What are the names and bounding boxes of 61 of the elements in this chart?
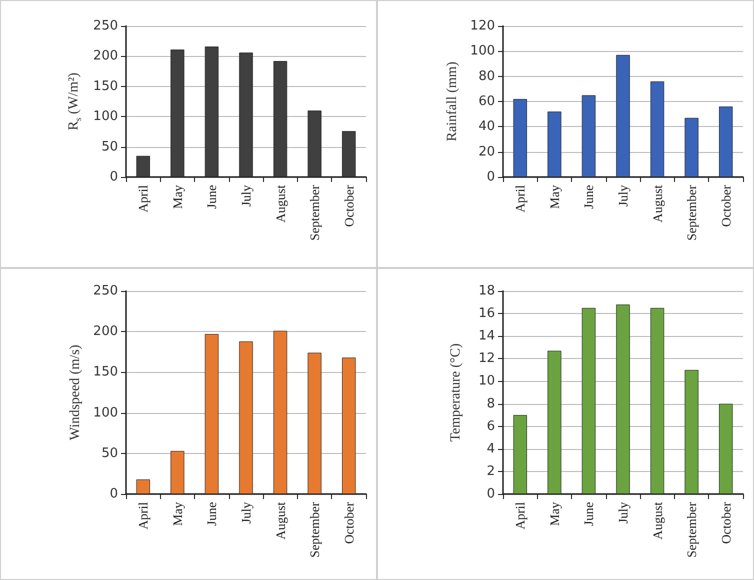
x-tick-label: April	[512, 184, 528, 212]
x-tick-label: July	[238, 502, 254, 524]
x-tick-label: July	[616, 502, 630, 524]
y-tick-label: 14	[478, 328, 495, 344]
y-tick-label: 6	[486, 418, 495, 434]
x-tick-label: September	[307, 184, 322, 241]
x-tick-label: October	[341, 184, 356, 227]
y-tick-label: 0	[486, 486, 495, 502]
y-tick-label: 0	[110, 486, 118, 502]
x-tick-label: September	[684, 501, 700, 558]
y-tick-label: 2	[486, 464, 495, 479]
x-tick-label: October	[718, 501, 734, 544]
y-axis-title: Temperature (°C)	[448, 343, 464, 442]
y-tick-label: 150	[93, 78, 118, 94]
y-axis-title: Rs (W/m²)	[66, 72, 83, 130]
y-tick-label: 40	[478, 119, 495, 134]
x-tick-label: October	[718, 184, 734, 227]
x-tick-label: May	[170, 184, 185, 209]
y-tick-label: 200	[93, 48, 118, 64]
x-tick-label: August	[272, 184, 288, 223]
y-tick-label: 80	[478, 68, 495, 84]
x-tick-label: September	[684, 184, 700, 241]
y-tick-label: 250	[93, 18, 118, 34]
y-tick-label: 8	[486, 396, 495, 412]
y-tick-label: 20	[478, 144, 495, 160]
x-tick-label: September	[307, 501, 322, 558]
y-tick-label: 100	[470, 44, 495, 59]
y-tick-label: 18	[478, 284, 495, 298]
y-tick-label: 150	[93, 364, 118, 380]
y-tick-label: 0	[486, 170, 495, 184]
x-tick-label: April	[136, 502, 151, 530]
y-tick-label: 16	[478, 306, 495, 322]
x-tick-label: June	[204, 502, 220, 526]
y-tick-label: 120	[470, 18, 495, 34]
y-tick-label: 4	[486, 441, 495, 456]
y-tick-label: 250	[93, 284, 118, 298]
x-tick-label: August	[272, 502, 288, 540]
y-axis-title: Windspeed (m/s)	[68, 344, 83, 440]
y-tick-label: 50	[101, 139, 118, 154]
y-tick-label: 0	[110, 170, 118, 184]
y-axis-title: Rainfall (mm)	[444, 61, 460, 142]
x-tick-label: July	[616, 184, 630, 207]
x-tick-label: June	[204, 184, 220, 209]
x-tick-label: June	[581, 502, 596, 526]
y-tick-label: 12	[478, 351, 495, 366]
x-tick-label: April	[136, 184, 151, 212]
x-tick-label: August	[650, 184, 665, 223]
x-tick-label: May	[546, 502, 562, 526]
x-tick-label: April	[512, 502, 528, 530]
y-tick-label: 200	[93, 324, 118, 340]
y-tick-label: 100	[93, 109, 118, 124]
y-tick-label: 100	[93, 405, 118, 420]
y-tick-label: 10	[478, 374, 495, 389]
x-tick-label: October	[341, 501, 356, 544]
x-tick-label: May	[546, 184, 562, 209]
y-tick-label: 60	[478, 94, 495, 109]
x-tick-label: June	[581, 184, 596, 209]
x-tick-label: August	[650, 502, 665, 540]
x-tick-label: May	[170, 502, 185, 526]
y-tick-label: 50	[101, 446, 118, 461]
x-tick-label: July	[238, 184, 254, 207]
